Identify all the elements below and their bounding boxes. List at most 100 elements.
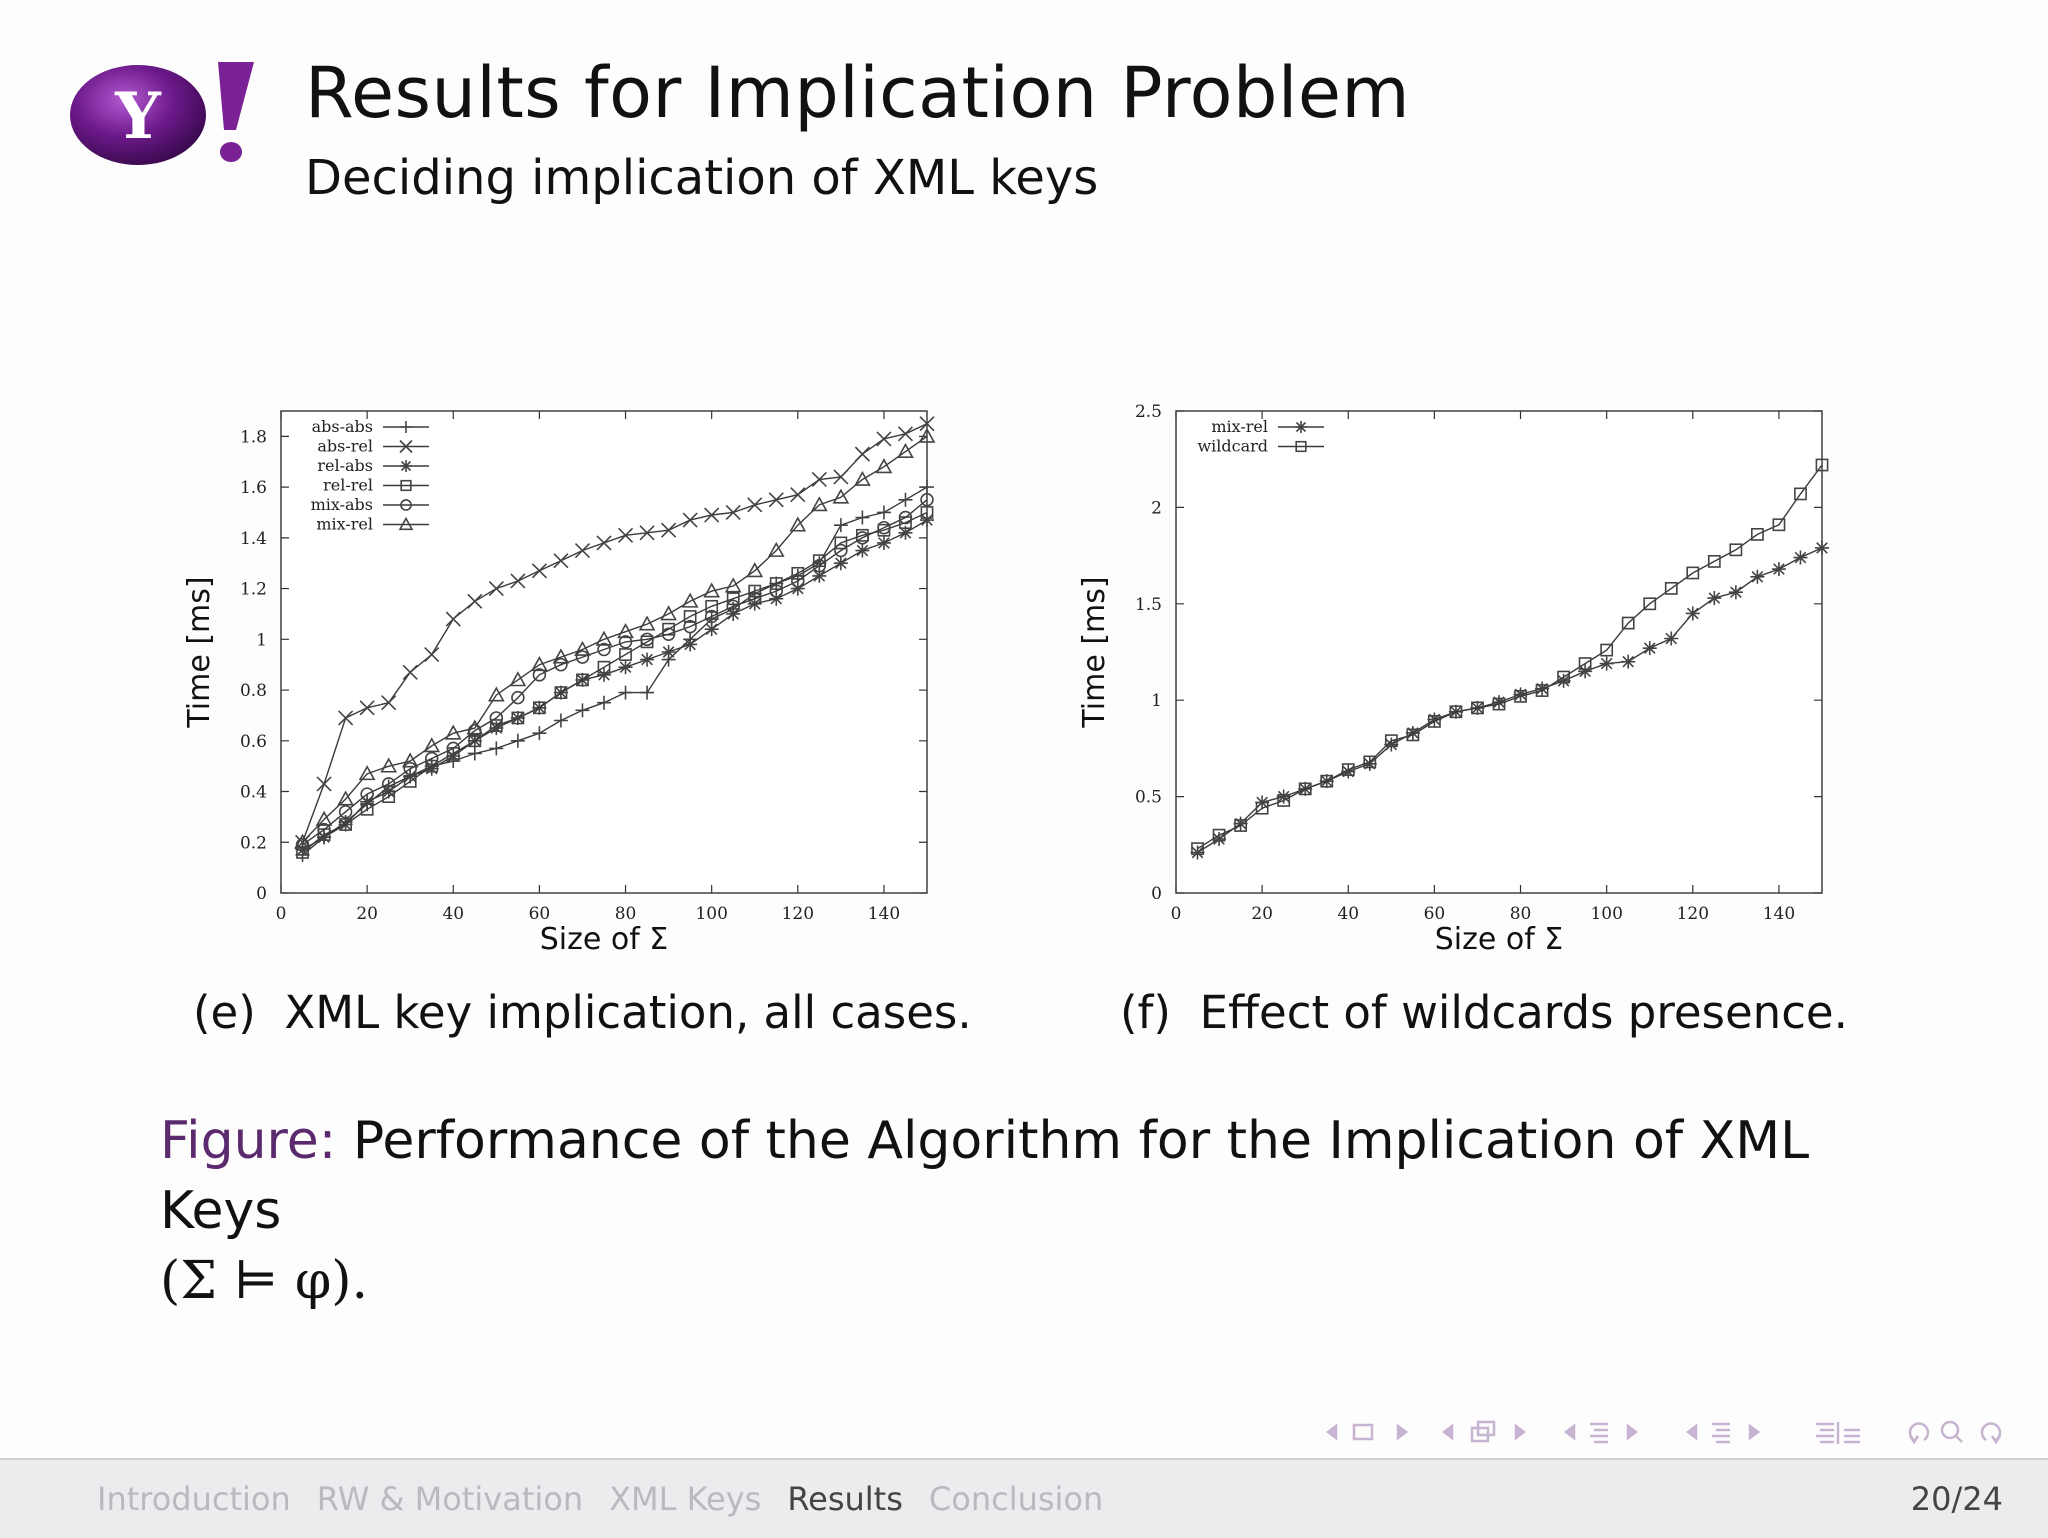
data-point-rel-abs bbox=[876, 535, 891, 550]
data-point-rel-rel bbox=[425, 759, 439, 773]
section-prev-icon[interactable] bbox=[1563, 1423, 1576, 1441]
data-point-abs-rel bbox=[682, 512, 698, 528]
data-point-mix-rel bbox=[337, 790, 354, 806]
footer-section-introduction[interactable]: Introduction bbox=[97, 1480, 291, 1518]
presentation-next-icon[interactable] bbox=[1748, 1423, 1761, 1441]
series-markers-mix-rel bbox=[294, 427, 936, 849]
data-point-mix-abs bbox=[834, 543, 848, 558]
data-point-mix-rel bbox=[1771, 562, 1786, 577]
section-next-icon[interactable] bbox=[1626, 1423, 1639, 1441]
x-tick-label: 100 bbox=[1590, 904, 1622, 924]
appendix-icon[interactable] bbox=[1816, 1422, 1860, 1444]
section-icon[interactable] bbox=[1590, 1422, 1608, 1444]
data-point-rel-rel bbox=[576, 673, 589, 687]
legend-label-mix-rel: mix-rel bbox=[316, 515, 373, 534]
data-point-rel-abs bbox=[597, 667, 611, 682]
redo-icon[interactable] bbox=[1980, 1422, 2002, 1445]
legend-label-mix-abs: mix-abs bbox=[311, 495, 373, 514]
x-tick-label: 60 bbox=[529, 904, 551, 924]
data-point-abs-rel bbox=[704, 507, 720, 523]
data-point-wildcard bbox=[1664, 581, 1678, 595]
legend-marker-mix-rel bbox=[1295, 421, 1307, 433]
presentation-icon[interactable] bbox=[1712, 1422, 1730, 1444]
footer-section-results[interactable]: Results bbox=[787, 1480, 903, 1518]
data-point-abs-abs bbox=[618, 685, 633, 700]
data-point-wildcard bbox=[1191, 842, 1204, 856]
frame-prev-icon[interactable] bbox=[1325, 1423, 1338, 1441]
subsection-prev-icon[interactable] bbox=[1441, 1423, 1454, 1441]
footer-section-rw-motivation[interactable]: RW & Motivation bbox=[316, 1480, 584, 1518]
data-point-rel-abs bbox=[661, 645, 676, 659]
y-axis-label: Time [ms] bbox=[1077, 576, 1112, 728]
data-point-rel-abs bbox=[704, 622, 719, 637]
x-tick-label: 140 bbox=[868, 904, 900, 924]
chart-wildcards: 0 20 40 60 80 100 120 140 0 0.5 1 1.5 2 2.5 Size of Σ T… bbox=[1070, 395, 1840, 965]
caption-f-text: Effect of wildcards presence. bbox=[1199, 986, 1848, 1039]
presentation-prev-icon[interactable] bbox=[1685, 1423, 1698, 1441]
data-point-wildcard bbox=[1643, 597, 1657, 611]
data-point-abs-rel bbox=[661, 522, 677, 538]
navigation-symbols bbox=[1325, 1420, 2002, 1445]
data-point-mix-rel bbox=[1276, 789, 1291, 804]
data-point-mix-rel bbox=[1599, 656, 1614, 671]
subsection-next-icon[interactable] bbox=[1514, 1423, 1527, 1441]
data-point-mix-rel bbox=[1556, 673, 1571, 688]
x-tick-label: 0 bbox=[1171, 904, 1182, 924]
data-point-abs-rel bbox=[424, 646, 440, 663]
svg-text:Y: Y bbox=[114, 79, 162, 154]
data-point-abs-rel bbox=[381, 695, 397, 711]
x-tick-label: 60 bbox=[1424, 904, 1446, 924]
data-point-abs-rel bbox=[488, 581, 504, 597]
frame-next-icon[interactable] bbox=[1396, 1423, 1409, 1441]
data-point-rel-rel bbox=[597, 660, 611, 674]
data-point-mix-rel bbox=[1728, 585, 1743, 600]
caption-f: (f) Effect of wildcards presence. bbox=[1120, 986, 1848, 1039]
data-point-mix-abs bbox=[920, 493, 934, 507]
data-point-wildcard bbox=[1707, 554, 1721, 568]
data-point-mix-abs bbox=[597, 642, 611, 657]
data-point-rel-abs bbox=[747, 596, 762, 611]
data-point-mix-rel bbox=[1707, 591, 1722, 606]
series-line-rel-rel bbox=[302, 511, 928, 853]
data-point-mix-rel bbox=[1578, 664, 1593, 679]
data-point-rel-abs bbox=[618, 660, 633, 675]
series-line-mix-abs bbox=[302, 499, 928, 846]
data-point-wildcard bbox=[1363, 755, 1377, 769]
data-point-wildcard bbox=[1686, 566, 1700, 580]
data-point-mix-abs bbox=[898, 510, 913, 525]
footer-section-conclusion[interactable]: Conclusion bbox=[928, 1480, 1104, 1518]
search-icon[interactable] bbox=[1940, 1420, 1963, 1443]
x-tick-label: 140 bbox=[1763, 904, 1795, 924]
y-tick-label: 0.8 bbox=[240, 681, 267, 701]
y-tick-label: 0.4 bbox=[240, 783, 267, 803]
footer-section-nav: Introduction RW & Motivation XML Keys Resul… bbox=[97, 1480, 1129, 1518]
x-tick-label: 120 bbox=[782, 904, 814, 924]
data-point-mix-rel bbox=[294, 833, 311, 849]
data-point-mix-abs bbox=[424, 751, 439, 766]
frame-icon[interactable] bbox=[1352, 1423, 1374, 1441]
x-tick-label: 0 bbox=[276, 904, 287, 924]
footer-section-xml-keys[interactable]: XML Keys bbox=[609, 1480, 762, 1518]
series-markers-rel-rel bbox=[296, 506, 934, 859]
undo-icon[interactable] bbox=[1908, 1422, 1930, 1445]
series-line-abs-rel bbox=[301, 423, 928, 843]
data-point-mix-rel bbox=[1750, 569, 1765, 584]
data-point-mix-rel bbox=[703, 582, 721, 598]
data-point-wildcard bbox=[1600, 643, 1614, 657]
data-point-mix-rel bbox=[897, 442, 914, 458]
data-point-rel-rel bbox=[403, 774, 417, 788]
data-point-mix-rel bbox=[1233, 816, 1248, 831]
data-point-rel-rel bbox=[619, 648, 632, 661]
data-point-mix-rel bbox=[1405, 725, 1420, 740]
data-point-mix-rel bbox=[660, 605, 677, 621]
data-point-abs-abs bbox=[855, 510, 870, 525]
data-point-mix-rel bbox=[1664, 631, 1679, 646]
data-point-mix-rel bbox=[681, 592, 699, 608]
subsection-icon[interactable] bbox=[1470, 1420, 1496, 1443]
data-point-mix-rel bbox=[509, 671, 527, 687]
data-point-mix-rel bbox=[918, 427, 936, 443]
legend-label-abs-abs: abs-abs bbox=[312, 417, 373, 436]
data-point-wildcard bbox=[1772, 518, 1786, 532]
data-point-mix-rel bbox=[1341, 764, 1356, 779]
data-point-mix-abs bbox=[360, 787, 374, 801]
